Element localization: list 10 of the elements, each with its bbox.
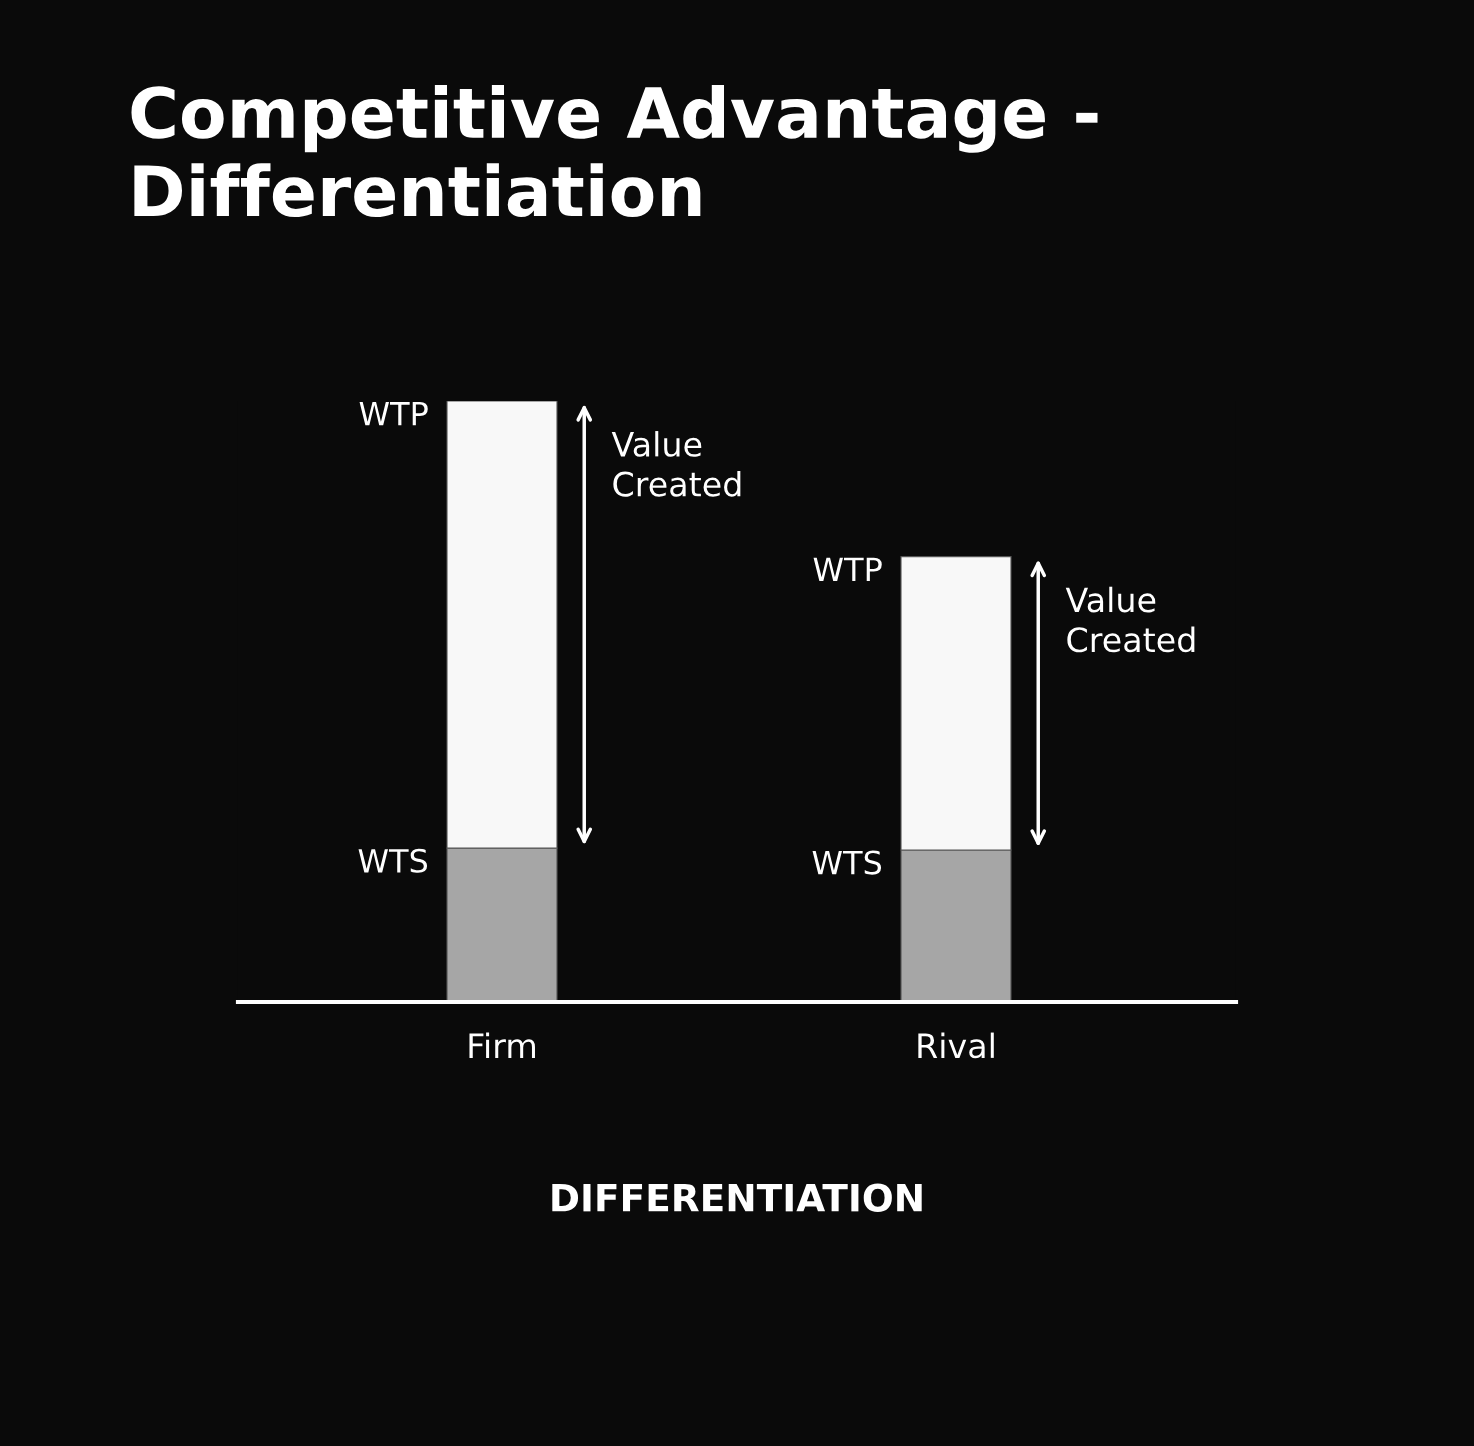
x-tick-label: Firm	[469, 1032, 535, 1058]
annotation: Value Created	[611, 431, 741, 497]
annotation: WTS	[812, 850, 882, 875]
x-axis-title: DIFFERENTIATION	[552, 1183, 922, 1212]
annotation: WTP	[359, 401, 428, 426]
annotation: WTS	[358, 848, 428, 873]
annotation: WTP	[813, 557, 882, 581]
x-tick-label: Rival	[918, 1032, 994, 1059]
chart-title: Competitive Advantage - Differentiation	[131, 85, 1098, 218]
annotation: Value Created	[1065, 586, 1195, 653]
